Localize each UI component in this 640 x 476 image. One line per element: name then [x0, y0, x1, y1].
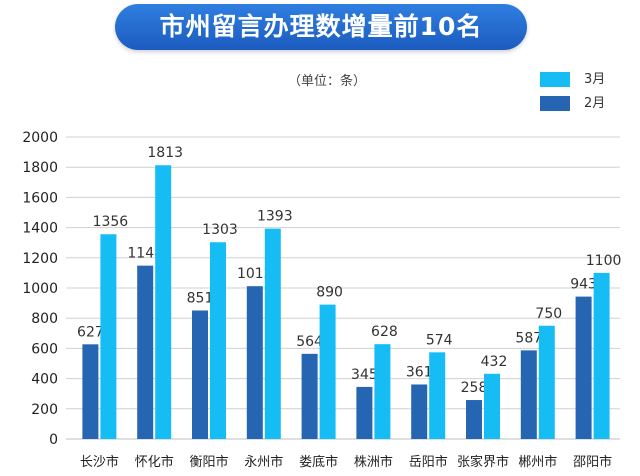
- data-label-february: 564: [296, 334, 323, 350]
- bar-february: [520, 350, 537, 439]
- bar-february: [246, 286, 263, 439]
- y-tick-label: 1200: [22, 251, 58, 267]
- x-tick-label: 怀化市: [135, 454, 174, 470]
- bar-march: [429, 352, 446, 439]
- data-label-march: 1303: [202, 222, 238, 238]
- bar-february: [192, 310, 208, 439]
- x-tick-label: 岳阳市: [409, 454, 448, 470]
- y-tick-label: 400: [31, 372, 58, 388]
- data-label-march: 432: [481, 354, 508, 370]
- legend-item-march: 3月: [540, 70, 620, 90]
- legend-swatch-march: [540, 72, 570, 87]
- legend-item-february: 2月: [540, 94, 620, 114]
- data-label-february: 587: [515, 330, 542, 346]
- y-tick-label: 1600: [22, 190, 58, 206]
- unit-note: （单位：条）: [288, 74, 367, 89]
- bar-february: [575, 296, 592, 439]
- bar-february: [466, 400, 482, 439]
- data-label-february: 345: [351, 367, 378, 383]
- bar-february: [82, 344, 99, 439]
- data-label-february: 627: [77, 324, 104, 340]
- bar-february: [411, 384, 428, 439]
- x-tick-label: 永州市: [244, 454, 283, 470]
- bar-february: [356, 386, 373, 439]
- y-tick-label: 200: [31, 402, 58, 418]
- data-label-march: 1356: [93, 214, 129, 230]
- x-tick-label: 郴州市: [518, 454, 557, 470]
- y-tick-label: 800: [31, 311, 58, 327]
- data-label-february: 258: [461, 380, 488, 396]
- legend-label-march: 3月: [584, 72, 606, 87]
- data-label-february: 361: [406, 364, 433, 380]
- legend-label-february: 2月: [584, 96, 606, 111]
- bar-march: [319, 304, 336, 439]
- bar-march: [100, 234, 117, 439]
- data-label-february: 943: [570, 277, 597, 293]
- legend-swatch-february: [540, 96, 570, 111]
- y-tick-label: 1000: [22, 281, 58, 297]
- bar-march: [264, 228, 281, 439]
- bar-february: [137, 265, 154, 439]
- data-label-march: 1813: [147, 145, 183, 161]
- data-label-march: 890: [316, 285, 343, 301]
- y-tick-label: 1400: [22, 221, 58, 237]
- x-tick-label: 邵阳市: [573, 454, 612, 470]
- title-banner: 市州留言办理数增量前10名: [115, 4, 527, 50]
- data-label-february: 1148: [127, 246, 163, 262]
- x-tick-label: 娄底市: [299, 454, 338, 470]
- data-label-february: 1012: [237, 266, 273, 282]
- x-tick-label: 株洲市: [354, 454, 393, 470]
- bar-february: [301, 353, 318, 439]
- bar-march: [593, 272, 610, 439]
- bar-march: [484, 373, 500, 439]
- x-tick-label: 长沙市: [80, 454, 119, 470]
- y-tick-label: 0: [49, 432, 58, 448]
- x-tick-label: 衡阳市: [189, 454, 228, 470]
- bar-march: [374, 344, 391, 439]
- data-label-march: 750: [535, 306, 562, 322]
- chart-title: 市州留言办理数增量前10名: [159, 12, 483, 41]
- data-label-march: 628: [371, 324, 398, 340]
- y-tick-label: 2000: [22, 130, 58, 146]
- y-tick-label: 1800: [22, 160, 58, 176]
- bar-march: [210, 242, 226, 439]
- y-tick-label: 600: [31, 341, 58, 357]
- bar-march: [155, 165, 172, 439]
- x-tick-label: 张家界市: [457, 454, 509, 470]
- data-label-february: 851: [187, 290, 214, 306]
- bar-march: [538, 325, 555, 439]
- data-label-march: 1100: [586, 253, 622, 269]
- data-label-march: 574: [426, 332, 453, 348]
- data-label-march: 1393: [257, 209, 293, 225]
